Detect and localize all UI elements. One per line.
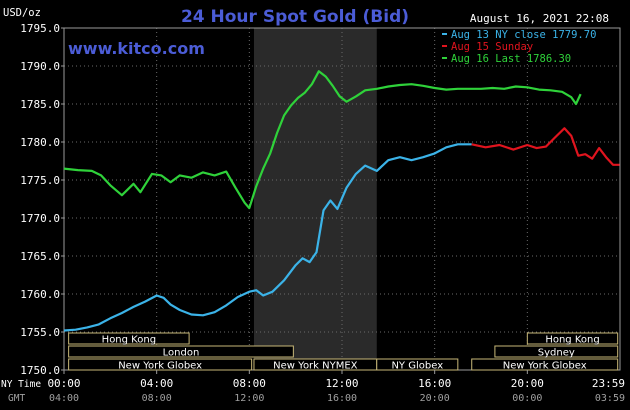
- legend-swatch: [442, 57, 447, 59]
- x-tick-label-gmt: 04:00: [49, 393, 79, 404]
- session-label: New York Globex: [118, 361, 202, 372]
- y-tick-label: 1750.0: [20, 364, 60, 377]
- legend-swatch: [442, 45, 447, 47]
- session-band: [68, 345, 294, 358]
- session-label: London: [163, 348, 200, 359]
- legend-entry: Aug 13 NY close 1779.70: [451, 29, 596, 41]
- x-tick-label-ny: 16:00: [418, 377, 451, 390]
- series-line: [471, 127, 620, 166]
- session-label: New York Globex: [503, 361, 587, 372]
- series-lines: [63, 70, 620, 332]
- session-label: Hong Kong: [545, 335, 599, 346]
- session-band: [68, 358, 253, 371]
- x-tick-label-ny: 00:00: [47, 377, 80, 390]
- session-band: [376, 358, 459, 371]
- x-tick-label-gmt: 16:00: [327, 393, 357, 404]
- session-bands: Hong Kong London New York Globex New York N…: [68, 332, 619, 372]
- y-tick-label: 1780.0: [20, 136, 60, 149]
- x-tick-label-ny: 23:59: [592, 377, 625, 390]
- session-band: [471, 358, 619, 371]
- session-band: [68, 332, 190, 345]
- nymex-shade: [253, 28, 377, 370]
- y-tick-label: 1770.0: [20, 212, 60, 225]
- watermark: www.kitco.com: [68, 39, 205, 58]
- y-axis: 1795.0 1790.0 1785.0 1780.0 1775.0 1770.0 1765…: [20, 22, 64, 377]
- gmt-label: GMT: [8, 393, 25, 404]
- series-line: [63, 143, 472, 332]
- y-tick-label: 1755.0: [20, 326, 60, 339]
- legend-entry: Aug 16 Last 1786.30: [451, 53, 571, 65]
- unit-label: USD/oz: [3, 7, 41, 19]
- grid: [64, 28, 620, 370]
- session-label: Hong Kong: [102, 335, 156, 346]
- session-label: NY Globex: [391, 361, 443, 372]
- x-tick-label-gmt: 12:00: [234, 393, 264, 404]
- x-axis: 00:00 04:00 04:00 08:00 08:00 12:00 12:00 16:00…: [47, 370, 625, 404]
- session-band: [494, 345, 619, 358]
- session-label: New York NYMEX: [273, 361, 358, 372]
- session-label: Sydney: [538, 348, 575, 359]
- x-tick-label-ny: 20:00: [511, 377, 544, 390]
- y-tick-label: 1760.0: [20, 288, 60, 301]
- y-tick-label: 1790.0: [20, 60, 60, 73]
- x-tick-label-ny: 12:00: [325, 377, 358, 390]
- x-tick-label-ny: 08:00: [233, 377, 266, 390]
- y-tick-label: 1795.0: [20, 22, 60, 35]
- series-line: [63, 70, 582, 210]
- timestamp: August 16, 2021 22:08: [470, 12, 609, 25]
- legend-entry: Aug 15 Sunday: [451, 41, 533, 53]
- x-tick-label-gmt: 08:00: [142, 393, 172, 404]
- x-tick-label-gmt: 20:00: [420, 393, 450, 404]
- x-tick-label-gmt: 03:59: [595, 393, 625, 404]
- x-tick-label-ny: 04:00: [140, 377, 173, 390]
- y-tick-label: 1765.0: [20, 250, 60, 263]
- y-tick-label: 1785.0: [20, 98, 60, 111]
- ny-time-label: NY Time: [1, 379, 41, 390]
- legend-swatch: [442, 33, 447, 35]
- y-tick-label: 1775.0: [20, 174, 60, 187]
- chart-title: 24 Hour Spot Gold (Bid): [181, 7, 409, 27]
- x-tick-label-gmt: 00:00: [512, 393, 542, 404]
- session-band: [526, 332, 619, 345]
